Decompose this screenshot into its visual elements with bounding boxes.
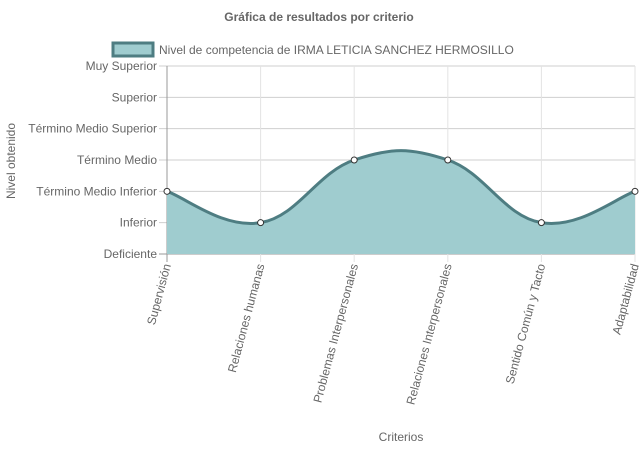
data-point[interactable] [257,219,265,227]
x-tick-label: Adaptabilidad [610,262,639,336]
y-tick-label: Superior [112,90,157,104]
legend[interactable]: Nivel de competencia de IRMA LETICIA SAN… [111,41,514,58]
data-point[interactable] [350,156,358,164]
chart-title: Gráfica de resultados por criterio [224,10,413,24]
x-axis-title: Criterios [379,430,424,444]
y-tick-label: Deficiente [104,247,158,261]
legend-swatch [111,41,155,58]
series-area-fill [167,150,635,254]
y-tick-label: Inferior [120,216,157,230]
x-tick-label: Relaciones humanas [225,262,268,374]
data-points [163,156,639,227]
x-tick-label: Supervisión [144,262,174,326]
data-point[interactable] [444,156,452,164]
y-tick-label: Término Medio Superior [28,122,157,136]
y-tick-label: Muy Superior [86,59,157,73]
data-point[interactable] [163,187,171,195]
legend-label: Nivel de competencia de IRMA LETICIA SAN… [159,43,514,57]
data-point[interactable] [631,187,639,195]
series-line [166,149,636,225]
y-tick-label: Término Medio Inferior [36,184,157,198]
x-tick-label: Relaciones Interpersonales [404,262,455,406]
data-point[interactable] [537,219,545,227]
y-axis: Deficiente Inferior Término Medio Inferior… [28,59,157,261]
series-area [166,149,636,254]
y-tick-label: Término Medio [77,153,157,167]
y-axis-title: Nivel obtenido [4,123,18,199]
x-axis: Supervisión Relaciones humanas Problemas I… [144,262,639,406]
x-tick-label: Problemas Interpersonales [310,262,361,404]
x-tick-label: Sentido Común y Tacto [503,262,549,386]
